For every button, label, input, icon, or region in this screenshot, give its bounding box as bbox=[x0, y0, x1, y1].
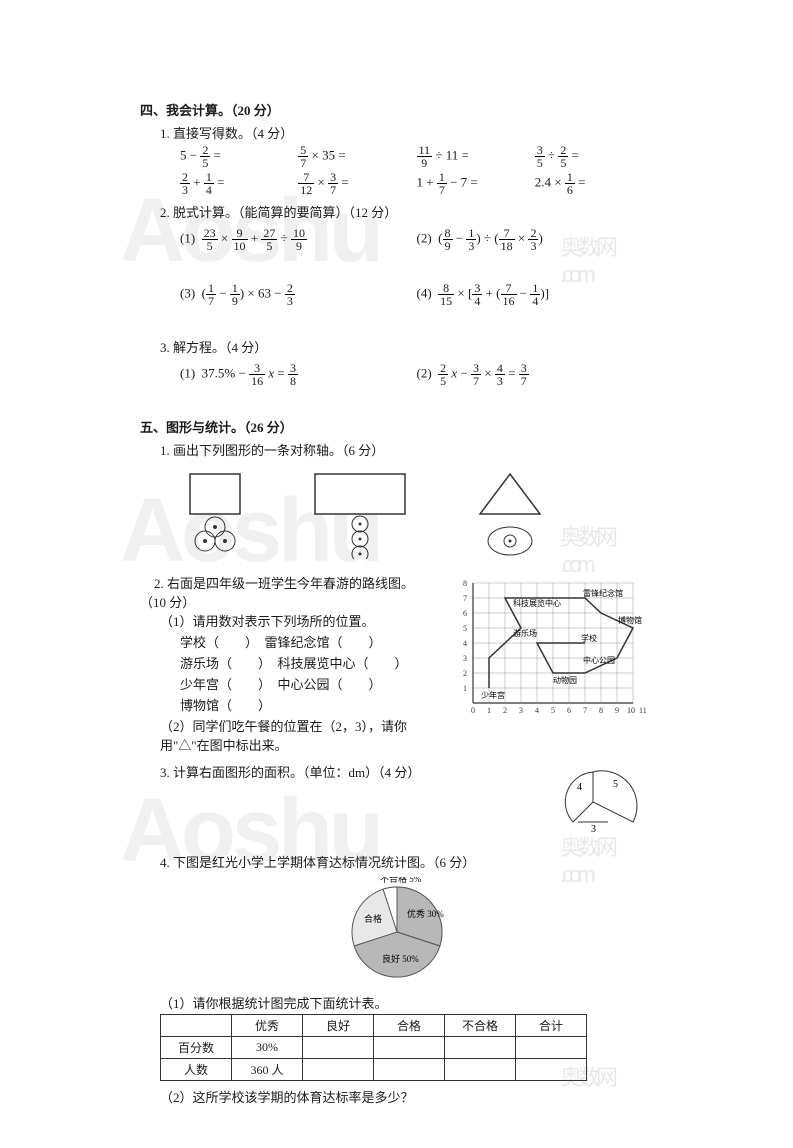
s5q1: 1. 画出下列图形的一条对称轴。（6 分） bbox=[160, 440, 653, 459]
s5q4-title: 4. 下图是红光小学上学期体育达标情况统计图。（6 分） bbox=[160, 852, 653, 871]
loc-row: 学校（ ） 雷锋纪念馆（ ） bbox=[180, 632, 433, 651]
s4q3-title: 3. 解方程。（4 分） bbox=[160, 337, 653, 356]
svg-text:游乐场: 游乐场 bbox=[513, 628, 537, 638]
svg-text:6: 6 bbox=[463, 609, 467, 618]
s5q4-s2: （2）这所学校该学期的体育达标率是多少？ bbox=[160, 1087, 653, 1106]
svg-text:4: 4 bbox=[463, 639, 467, 648]
s5q4-s1: （1）请你根据统计图完成下面统计表。 bbox=[160, 993, 653, 1012]
svg-text:良好 50%: 良好 50% bbox=[382, 953, 419, 964]
svg-text:4: 4 bbox=[577, 782, 582, 793]
eq: 57 × 35 = bbox=[298, 144, 416, 169]
stats-table: 优秀 良好 合格 不合格 合计 百分数 30% 人数 360 人 bbox=[160, 1014, 587, 1081]
eq: (4) 815 × [34 + (716 − 14)] bbox=[417, 282, 654, 307]
s5q2-title: 2. 右面是四年级一班学生今年春游的路线图。（10 分） bbox=[140, 573, 433, 611]
svg-text:雷锋纪念馆: 雷锋纪念馆 bbox=[583, 588, 623, 598]
svg-text:5: 5 bbox=[613, 779, 618, 790]
s5q2-s2: （2）同学们吃午餐的位置在（2，3），请你用"△"在图中标出来。 bbox=[160, 716, 433, 754]
svg-text:2: 2 bbox=[503, 706, 507, 715]
s5q3: 3. 计算右面图形的面积。（单位：dm）（4 分） bbox=[160, 762, 533, 840]
area-figure: 4 5 3 bbox=[533, 762, 653, 842]
svg-text:2: 2 bbox=[463, 669, 467, 678]
svg-text:7: 7 bbox=[463, 594, 467, 603]
eq: 5 − 25 = bbox=[180, 144, 298, 169]
pie-chart: 不合格 5% 优秀 30% 良好 50% 合格 bbox=[342, 877, 452, 987]
svg-text:学校: 学校 bbox=[581, 633, 597, 643]
eq: 2.4 × 16 = bbox=[535, 171, 653, 196]
eq: (2) 25 x − 37 × 43 = 37 bbox=[417, 362, 654, 387]
svg-text:8: 8 bbox=[599, 706, 603, 715]
svg-text:科技展览中心: 科技展览中心 bbox=[513, 598, 561, 608]
svg-text:优秀 30%: 优秀 30% bbox=[407, 908, 444, 919]
svg-text:11: 11 bbox=[639, 706, 647, 715]
svg-text:4: 4 bbox=[535, 706, 539, 715]
loc-row: 博物馆（ ） bbox=[180, 695, 433, 714]
eq: (1) 37.5% − 316 x = 38 bbox=[180, 362, 417, 387]
svg-text:动物园: 动物园 bbox=[553, 675, 577, 685]
svg-text:3: 3 bbox=[463, 654, 467, 663]
svg-text:7: 7 bbox=[583, 706, 587, 715]
loc-row: 游乐场（ ） 科技展览中心（ ） bbox=[180, 653, 433, 672]
svg-text:3: 3 bbox=[591, 824, 596, 835]
svg-text:9: 9 bbox=[615, 706, 619, 715]
s5q2-s1: （1）请用数对表示下列场所的位置。 bbox=[160, 611, 433, 630]
route-map: 科技展览中心 雷锋纪念馆 游乐场 博物馆 学校 中心公园 少年宫 动物园 0 1 2… bbox=[453, 573, 653, 756]
section4-title: 四、我会计算。（20 分） bbox=[140, 100, 653, 119]
symmetry-shapes bbox=[180, 469, 653, 559]
eq: 1 + 17 − 7 = bbox=[417, 171, 535, 196]
eq: (1) 235 × 910 + 275 ÷ 109 bbox=[180, 227, 417, 252]
svg-text:1: 1 bbox=[487, 706, 491, 715]
loc-row: 少年宫（ ） 中心公园（ ） bbox=[180, 674, 433, 693]
svg-text:3: 3 bbox=[519, 706, 523, 715]
section5-title: 五、图形与统计。（26 分） bbox=[140, 417, 653, 436]
eq: 712 × 37 = bbox=[298, 171, 416, 196]
svg-text:8: 8 bbox=[463, 579, 467, 588]
svg-text:博物馆: 博物馆 bbox=[618, 615, 642, 625]
svg-text:合格: 合格 bbox=[364, 913, 382, 924]
svg-text:5: 5 bbox=[551, 706, 555, 715]
s4q1-title: 1. 直接写得数。（4 分） bbox=[160, 123, 653, 142]
svg-text:5: 5 bbox=[463, 624, 467, 633]
svg-text:不合格 5%: 不合格 5% bbox=[380, 877, 422, 884]
svg-text:1: 1 bbox=[463, 684, 467, 693]
eq: 23 + 14 = bbox=[180, 171, 298, 196]
s4q2-title: 2. 脱式计算。（能简算的要简算）（12 分） bbox=[160, 202, 653, 221]
svg-text:中心公园: 中心公园 bbox=[583, 655, 615, 665]
svg-text:少年宫: 少年宫 bbox=[481, 690, 505, 700]
svg-text:6: 6 bbox=[567, 706, 571, 715]
eq: (2) (89 − 13) ÷ (718 × 23) bbox=[417, 227, 654, 252]
eq: 119 ÷ 11 = bbox=[417, 144, 535, 169]
svg-text:10: 10 bbox=[627, 706, 635, 715]
svg-text:0: 0 bbox=[471, 706, 475, 715]
eq: (3) (17 − 19) × 63 − 23 bbox=[180, 282, 417, 307]
eq: 35 ÷ 25 = bbox=[535, 144, 653, 169]
